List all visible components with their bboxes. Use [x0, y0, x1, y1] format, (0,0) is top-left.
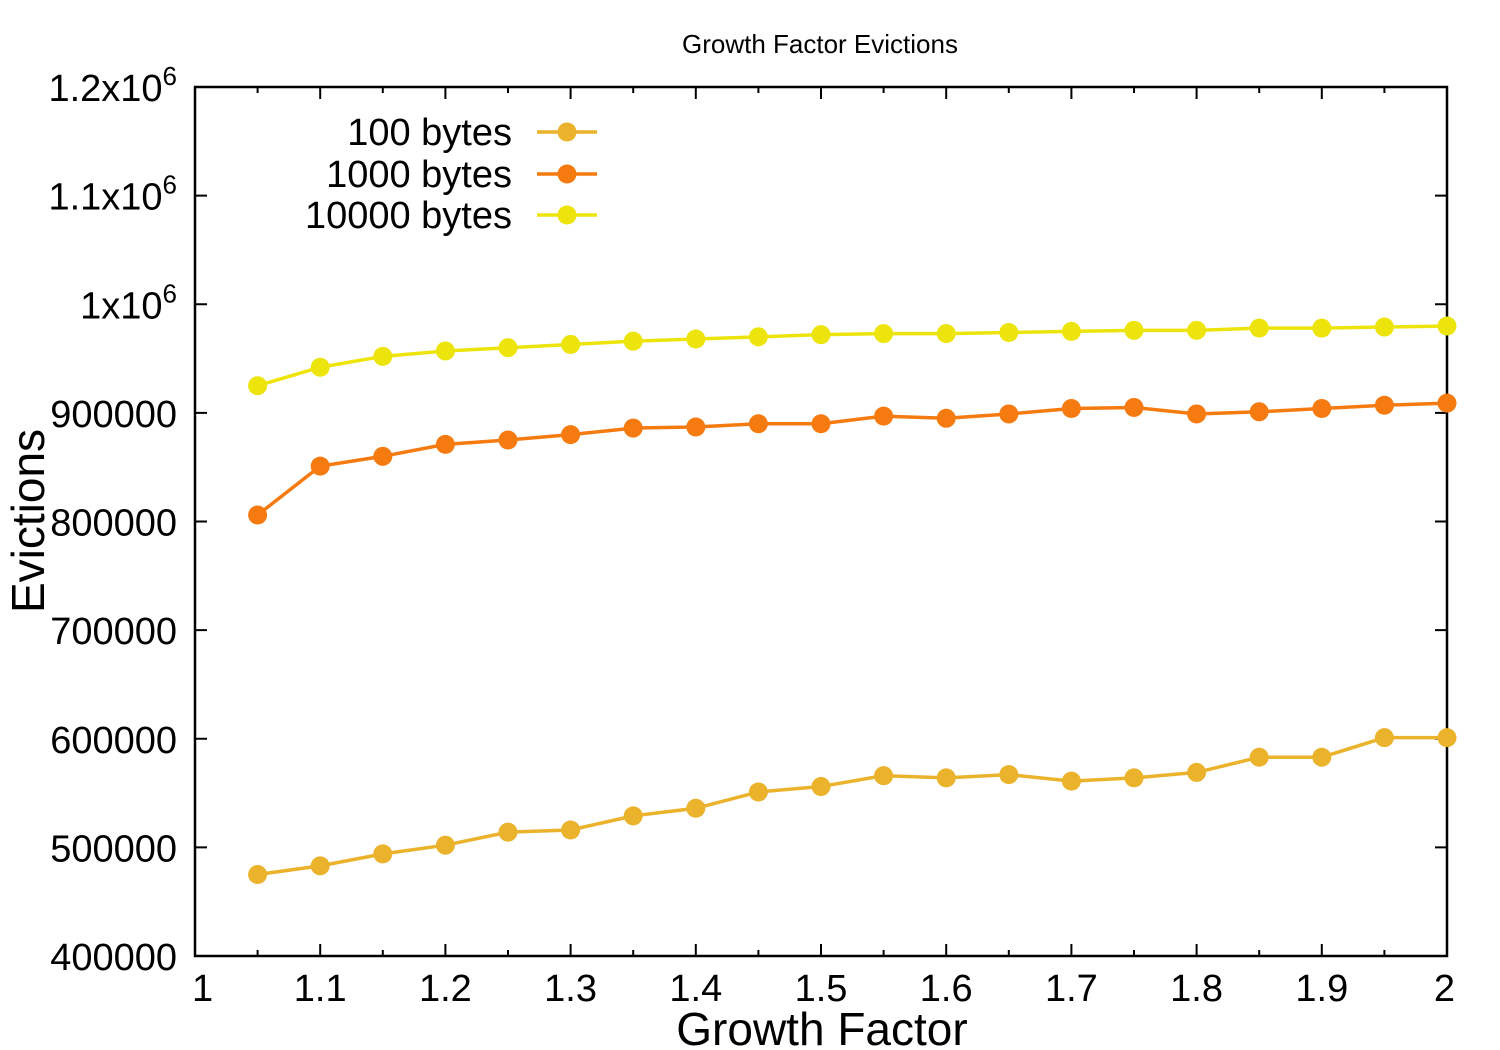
x-tick-label: 1.7	[1045, 968, 1098, 1010]
data-point	[310, 856, 330, 876]
data-point	[686, 329, 706, 349]
y-tick-label: 900000	[50, 394, 177, 436]
x-tick-label: 1.5	[795, 968, 848, 1010]
y-tick-label: 1.2x106	[48, 61, 177, 110]
data-point	[1187, 404, 1207, 424]
data-point	[748, 327, 768, 347]
data-point	[1249, 402, 1269, 422]
data-point	[1124, 397, 1144, 417]
x-tick-label: 1.6	[920, 968, 973, 1010]
series-line	[257, 735, 1447, 877]
x-tick-label: 1.2	[419, 968, 472, 1010]
data-point	[248, 505, 268, 525]
data-point	[561, 334, 581, 354]
data-point	[936, 324, 956, 344]
data-point	[248, 865, 268, 885]
legend-label: 10000 bytes	[305, 195, 512, 237]
data-point	[498, 430, 518, 450]
data-point	[686, 417, 706, 437]
data-point	[874, 406, 894, 426]
data-point	[1249, 747, 1269, 767]
data-point	[1374, 317, 1394, 337]
data-point	[1437, 316, 1457, 336]
data-point	[811, 325, 831, 345]
data-point	[435, 835, 455, 855]
data-point	[1061, 771, 1081, 791]
y-tick-label: 500000	[50, 828, 177, 870]
data-point	[1374, 395, 1394, 415]
x-tick-label: 1.8	[1170, 968, 1223, 1010]
data-point	[686, 798, 706, 818]
data-point	[310, 357, 330, 377]
data-point	[811, 777, 831, 797]
data-point	[373, 446, 393, 466]
data-point	[874, 766, 894, 786]
y-tick-label: 1.1x106	[48, 170, 177, 219]
data-point	[748, 782, 768, 802]
data-point	[435, 434, 455, 454]
legend-marker	[557, 205, 577, 225]
series-100-bytes	[248, 728, 1457, 885]
x-axis-label: Growth Factor	[676, 1003, 967, 1050]
data-point	[936, 768, 956, 788]
data-point	[811, 414, 831, 434]
data-point	[1187, 320, 1207, 340]
y-tick-label: 700000	[50, 611, 177, 653]
data-point	[1249, 318, 1269, 338]
data-point	[936, 408, 956, 428]
x-tick-label: 1.1	[294, 968, 347, 1010]
data-point	[1124, 320, 1144, 340]
data-point	[1187, 762, 1207, 782]
data-point	[1312, 399, 1332, 419]
data-point	[248, 376, 268, 396]
data-point	[1312, 318, 1332, 338]
y-tick-label: 400000	[50, 937, 177, 979]
data-point	[1124, 768, 1144, 788]
series-10000-bytes	[248, 316, 1457, 396]
data-point	[1061, 321, 1081, 341]
data-point	[561, 425, 581, 445]
data-point	[498, 822, 518, 842]
data-point	[623, 418, 643, 438]
data-point	[999, 404, 1019, 424]
legend-marker	[557, 164, 577, 184]
y-tick-label: 800000	[50, 503, 177, 545]
legend-label: 100 bytes	[347, 112, 512, 154]
legend-label: 1000 bytes	[326, 154, 512, 196]
y-tick-label: 1x106	[80, 278, 177, 327]
data-point	[373, 844, 393, 864]
series-1000-bytes	[248, 393, 1457, 525]
data-point	[999, 322, 1019, 342]
data-point	[1437, 728, 1457, 748]
data-point	[999, 765, 1019, 785]
data-point	[561, 820, 581, 840]
data-point	[498, 338, 518, 358]
data-point	[748, 414, 768, 434]
data-point	[310, 456, 330, 476]
data-point	[1312, 747, 1332, 767]
x-tick-label: 1.9	[1295, 968, 1348, 1010]
y-axis-label: Evictions	[2, 429, 54, 613]
series-line	[257, 324, 1448, 388]
data-point	[1374, 728, 1394, 748]
series-line	[256, 401, 1448, 517]
legend-marker	[557, 122, 577, 142]
data-point	[623, 806, 643, 826]
data-point	[373, 346, 393, 366]
x-tick-label: 1.4	[669, 968, 722, 1010]
chart-title: Growth Factor Evictions	[682, 29, 958, 59]
data-point	[435, 341, 455, 361]
x-tick-label: 1.3	[544, 968, 597, 1010]
data-point	[874, 324, 894, 344]
data-point	[1061, 399, 1081, 419]
x-tick-label: 1	[192, 968, 213, 1010]
data-point	[1437, 393, 1457, 413]
y-tick-label: 600000	[50, 720, 177, 762]
data-point	[623, 331, 643, 351]
x-tick-label: 2	[1434, 968, 1455, 1010]
